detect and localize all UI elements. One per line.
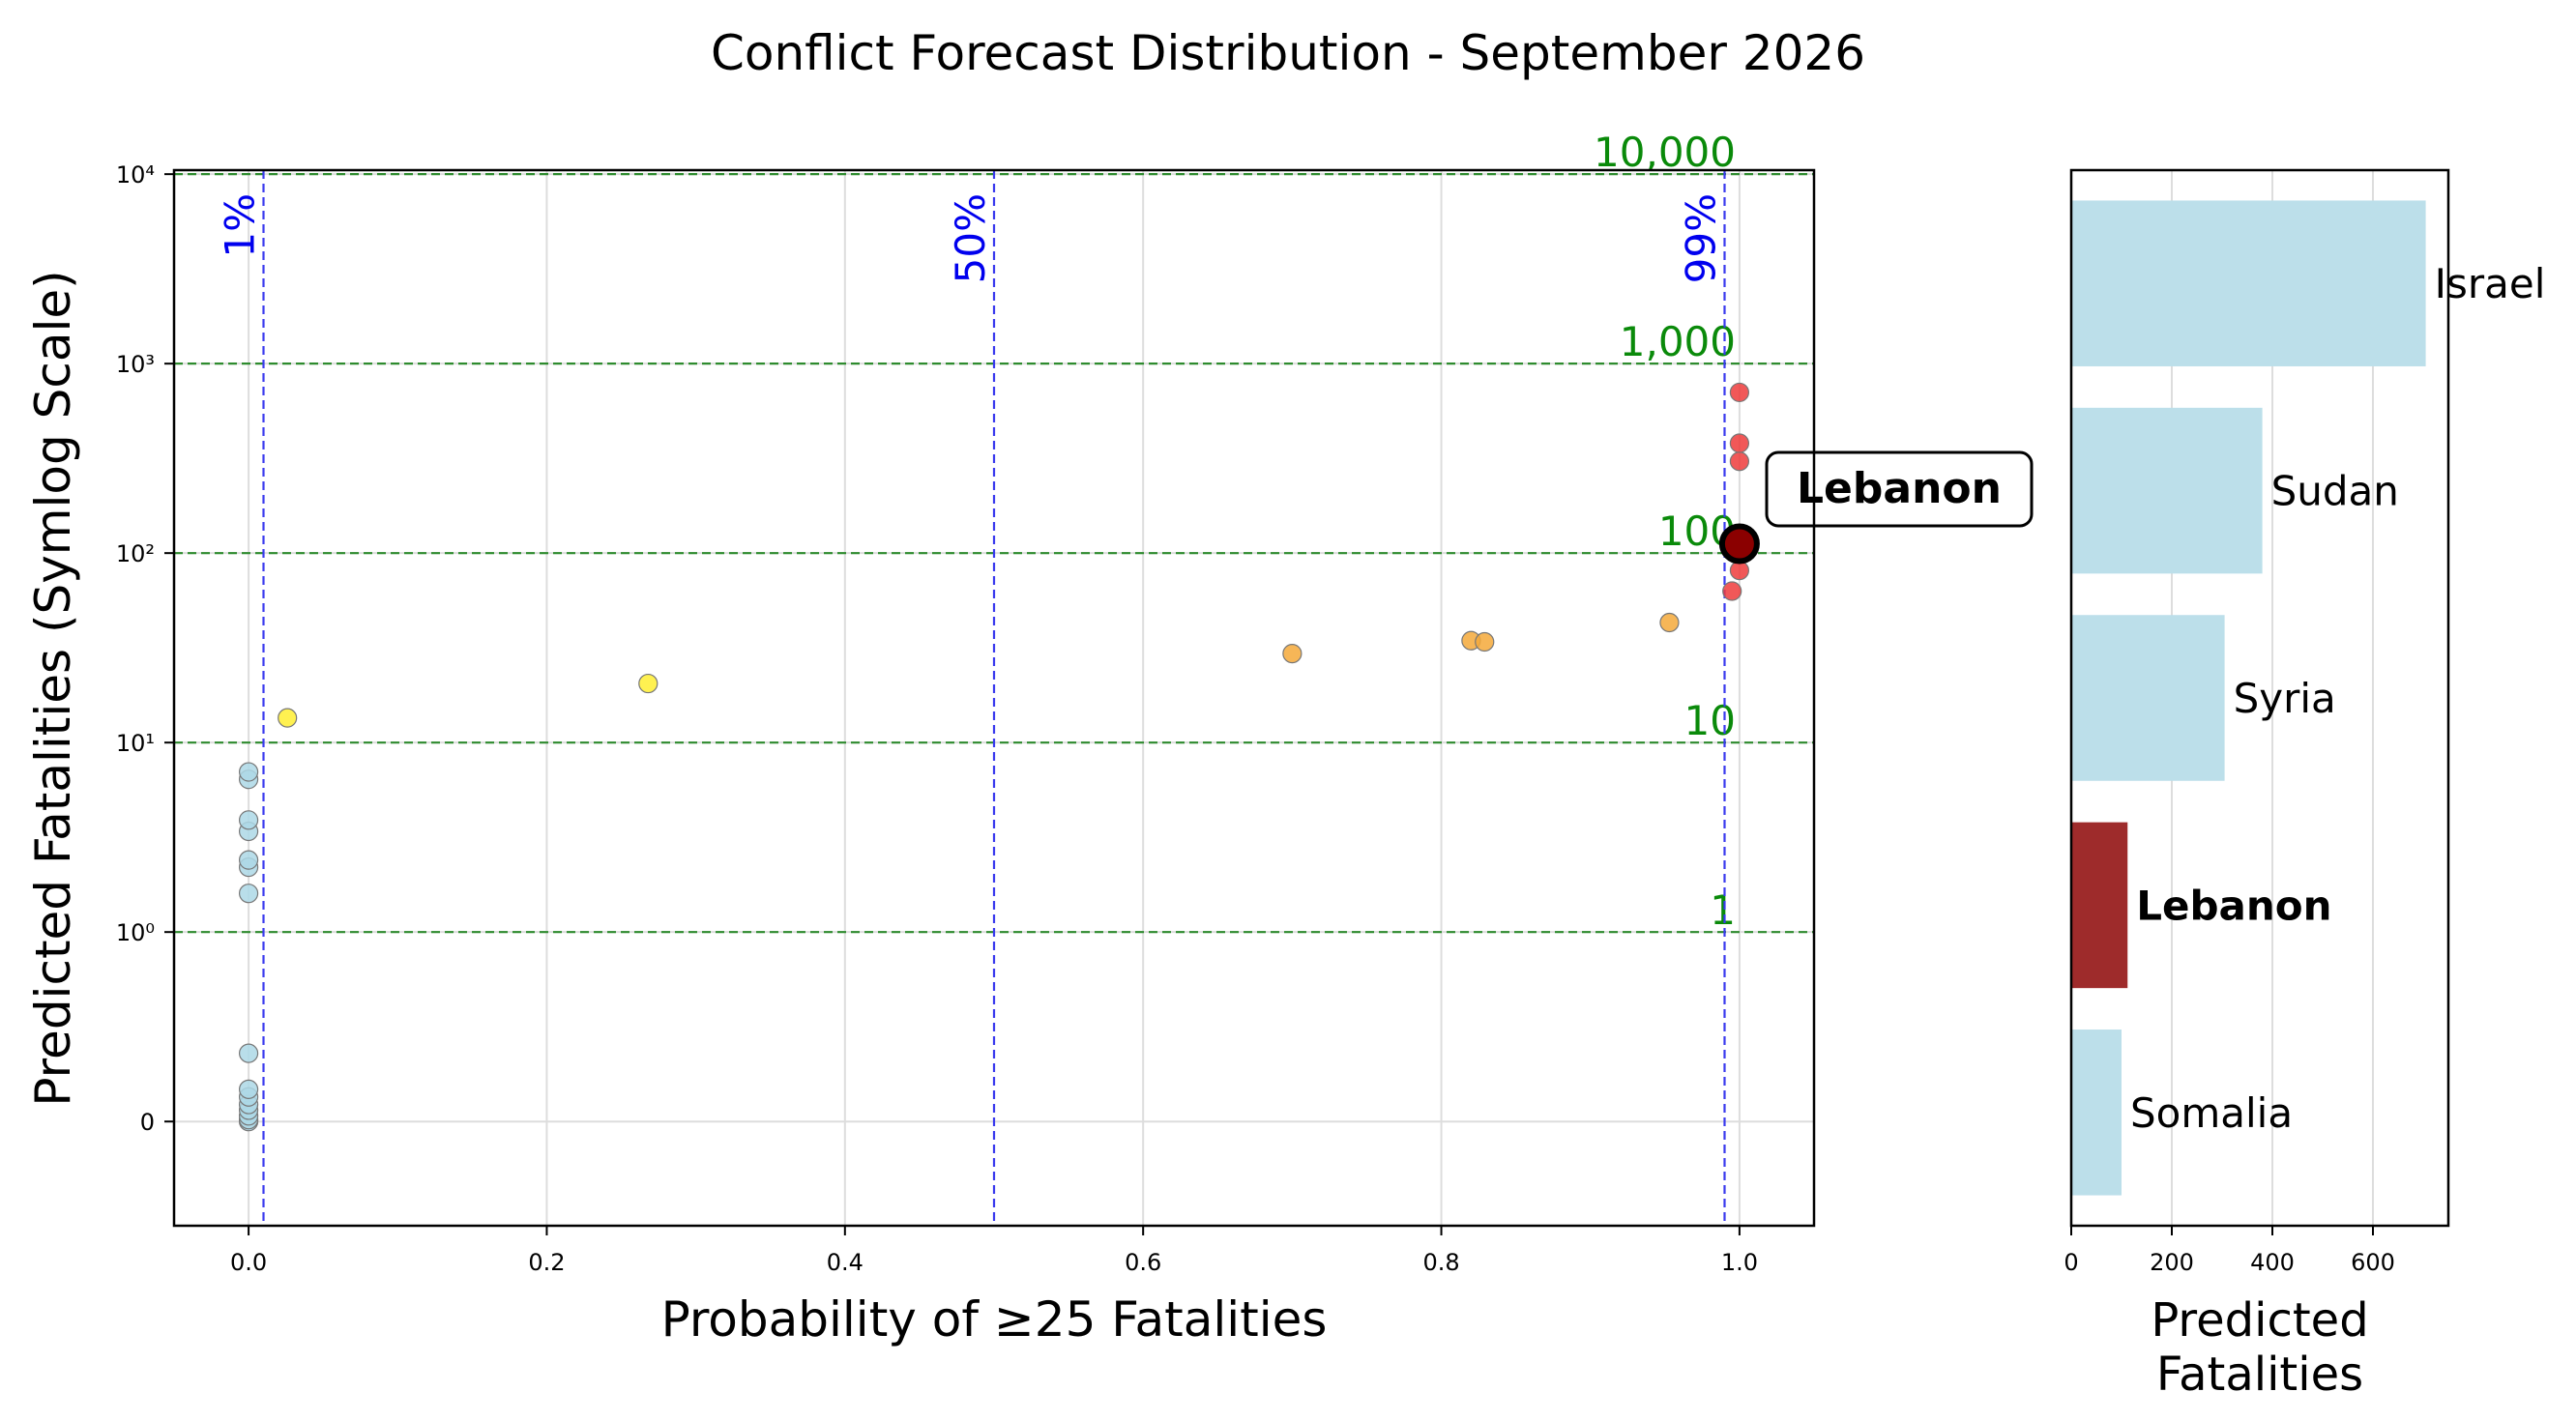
y-tick-label-2: 10¹ bbox=[116, 730, 155, 757]
y-axis-label: Predicted Fatalities (Symlog Scale) bbox=[25, 270, 81, 1106]
data-point-20 bbox=[1659, 612, 1680, 633]
y-tick-label-4: 10³ bbox=[116, 351, 155, 378]
data-point-14 bbox=[238, 762, 259, 782]
highlight-label: Lebanon bbox=[1797, 464, 2002, 513]
data-point-6 bbox=[238, 1079, 259, 1099]
data-point-12 bbox=[238, 810, 259, 830]
bar-syria bbox=[2071, 615, 2225, 781]
bar-label-somalia: Somalia bbox=[2130, 1089, 2293, 1137]
x-tick-label-1: 0.2 bbox=[528, 1249, 565, 1276]
scatter-frame bbox=[172, 168, 1816, 1228]
data-point-7 bbox=[238, 1043, 259, 1063]
bar-x-tick-label-2: 400 bbox=[2250, 1249, 2295, 1276]
data-point-15 bbox=[278, 708, 298, 728]
data-point-16 bbox=[638, 673, 659, 694]
bar-plot: Israel Sudan Syria Lebanon Somalia 0 200 400 600… bbox=[2064, 168, 2546, 1402]
x-tick-label-4: 0.8 bbox=[1422, 1249, 1459, 1276]
bar-frame bbox=[2069, 168, 2450, 1228]
fatality-line-label-1: 10 bbox=[1684, 697, 1736, 744]
bar-label-syria: Syria bbox=[2234, 675, 2336, 722]
fatality-line-label-0: 1 bbox=[1710, 886, 1736, 934]
bar-israel bbox=[2071, 200, 2426, 366]
chart-title: Conflict Forecast Distribution - Septemb… bbox=[711, 25, 1865, 81]
y-tick-label-0: 0 bbox=[140, 1109, 155, 1136]
probability-line-label-2: 99% bbox=[1677, 193, 1724, 283]
x-tick-label-0: 0.0 bbox=[230, 1249, 267, 1276]
x-tick-label-5: 1.0 bbox=[1721, 1249, 1758, 1276]
highlight-label-box bbox=[1765, 450, 2034, 528]
bar-x-axis-label-0: Predicted bbox=[2151, 1293, 2368, 1348]
probability-line-label-0: 1% bbox=[217, 193, 264, 258]
x-tick-label-2: 0.4 bbox=[827, 1249, 864, 1276]
x-tick-label-3: 0.6 bbox=[1125, 1249, 1161, 1276]
data-point-21 bbox=[1722, 581, 1742, 601]
bar-x-tick-label-1: 200 bbox=[2150, 1249, 2194, 1276]
bar-label-lebanon: Lebanon bbox=[2136, 882, 2331, 929]
data-point-24 bbox=[1729, 433, 1750, 453]
data-point-8 bbox=[238, 884, 259, 904]
bar-somalia bbox=[2071, 1030, 2122, 1196]
bar-label-israel: Israel bbox=[2435, 260, 2546, 307]
bar-x-axis-label-1: Fatalities bbox=[2156, 1348, 2363, 1402]
data-point-25 bbox=[1729, 382, 1750, 403]
fatality-line-label-4: 10,000 bbox=[1594, 129, 1736, 176]
y-tick-label-3: 10² bbox=[116, 540, 155, 567]
highlight-point bbox=[1718, 523, 1760, 565]
data-point-23 bbox=[1729, 451, 1750, 472]
probability-line-label-1: 50% bbox=[947, 193, 994, 283]
bar-lebanon bbox=[2071, 822, 2128, 989]
y-tick-label-1: 10⁰ bbox=[116, 919, 155, 946]
data-point-10 bbox=[238, 850, 259, 870]
y-tick-label-5: 10⁴ bbox=[116, 161, 155, 188]
fatality-line-label-3: 1,000 bbox=[1620, 318, 1736, 365]
bar-sudan bbox=[2071, 407, 2263, 574]
bar-x-tick-label-3: 600 bbox=[2351, 1249, 2395, 1276]
data-point-19 bbox=[1475, 631, 1495, 652]
bar-label-sudan: Sudan bbox=[2271, 468, 2399, 515]
x-axis-label: Probability of ≥25 Fatalities bbox=[661, 1291, 1328, 1348]
bar-x-tick-label-0: 0 bbox=[2064, 1249, 2078, 1276]
data-point-17 bbox=[1282, 643, 1303, 664]
